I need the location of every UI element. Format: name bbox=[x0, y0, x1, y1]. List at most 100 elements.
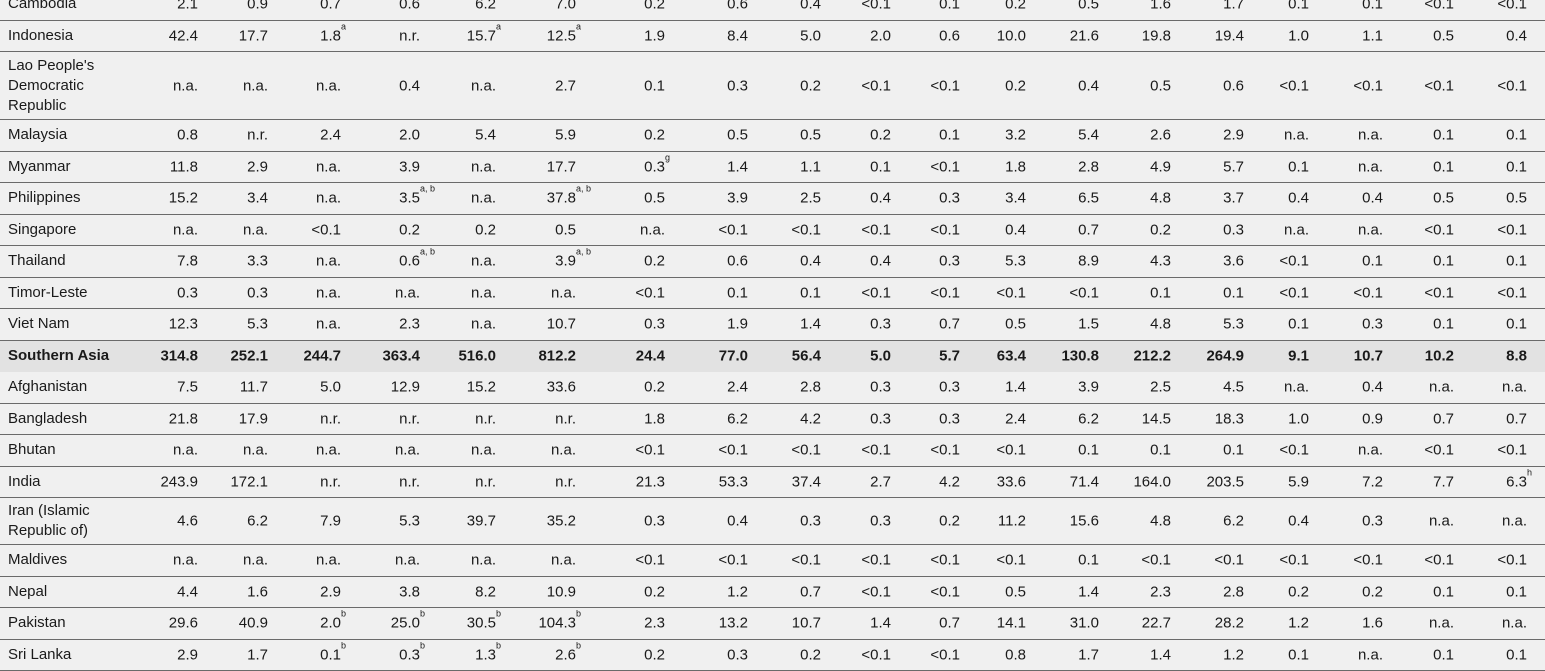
table-cell: 5.3 bbox=[1223, 315, 1244, 333]
table-cell: 2.4 bbox=[320, 126, 341, 144]
table-cell: 0.3 bbox=[939, 378, 960, 396]
table-cell: 0.1 bbox=[644, 77, 665, 94]
table-cell: 6.2 bbox=[247, 512, 268, 530]
table-cell: 2.3 bbox=[399, 315, 420, 333]
table-cell: 4.8 bbox=[1150, 315, 1171, 333]
table-cell: 3.9 bbox=[1078, 378, 1099, 396]
table-cell: 5.4 bbox=[475, 126, 496, 144]
cell-value: 37.8 bbox=[546, 189, 576, 207]
table-cell: 0.2 bbox=[644, 0, 665, 13]
table-cell: 0.1 bbox=[1362, 0, 1383, 13]
table-cell: 14.5 bbox=[1141, 410, 1171, 428]
footnote-marker: b bbox=[576, 640, 582, 651]
table-cell: 0.1 bbox=[1433, 315, 1454, 333]
footnote-marker: b bbox=[496, 608, 502, 619]
table-cell: 2.8 bbox=[800, 378, 821, 396]
table-cell: 8.9 bbox=[1078, 252, 1099, 270]
table-cell: 0.5 bbox=[1433, 27, 1454, 45]
table-cell: 1.0 bbox=[1288, 27, 1309, 45]
table-cell: 0.2 bbox=[800, 77, 821, 94]
table-cell: 0.7 bbox=[1506, 410, 1527, 428]
table-cell: 0.1 bbox=[1506, 646, 1527, 664]
cell-value: 0.1 bbox=[320, 646, 341, 664]
table-row: Thailand 7.8 3.3 n.a. 0.6 a, b n.a. 3.9 a, b 0.2 0… bbox=[0, 246, 1545, 278]
footnote-marker: b bbox=[341, 640, 347, 651]
table-cell: n.a. bbox=[639, 221, 665, 239]
footnote-marker: g bbox=[665, 152, 671, 163]
table-cell: 14.1 bbox=[996, 614, 1026, 632]
table-cell: 212.2 bbox=[1133, 347, 1171, 365]
table-cell: 18.3 bbox=[1214, 410, 1244, 428]
table-cell: 0.4 bbox=[1362, 378, 1383, 396]
table-cell: n.a. bbox=[1357, 158, 1383, 176]
table-cell: 0.1 bbox=[1433, 583, 1454, 601]
table-cell: 0.4 bbox=[1288, 189, 1309, 207]
table-row: Myanmar 11.8 2.9 n.a. 3.9 n.a. 17.7 0.3 g 1.4 1.1 0… bbox=[0, 152, 1545, 183]
table-cell: 0.9 bbox=[247, 0, 268, 13]
table-cell: 10.0 bbox=[996, 27, 1026, 45]
table-cell: n.r. bbox=[320, 473, 341, 491]
table-cell: 0.4 bbox=[800, 0, 821, 13]
table-cell: 0.1 bbox=[1288, 0, 1309, 13]
table-cell: 0.2 bbox=[399, 221, 420, 239]
table-cell: 0.3 bbox=[644, 315, 665, 333]
table-cell: n.a. bbox=[242, 77, 268, 94]
table-cell: 1.6 bbox=[1362, 614, 1383, 632]
table-cell: <0.1 bbox=[1424, 284, 1454, 302]
table-cell: 6.2 bbox=[1078, 410, 1099, 428]
table-row: Maldives n.a. n.a. n.a. n.a. n.a. n.a. <0.1 <0.1… bbox=[0, 545, 1545, 577]
table-cell: 0.3 bbox=[644, 512, 665, 530]
table-cell: 77.0 bbox=[718, 347, 748, 365]
country-name: Iran (Islamic Republic of) bbox=[8, 502, 90, 539]
table-cell: 17.7 bbox=[546, 158, 576, 176]
table-cell: n.a. bbox=[550, 284, 576, 302]
table-cell: 0.1 bbox=[1288, 158, 1309, 176]
table-row: Timor-Leste 0.3 0.3 n.a. n.a. n.a. n.a. <0.1 0.1… bbox=[0, 278, 1545, 309]
table-cell: n.r. bbox=[247, 126, 268, 144]
table-cell: <0.1 bbox=[861, 441, 891, 459]
table-cell: 0.1 bbox=[1150, 284, 1171, 302]
table-cell: 1.0 bbox=[1288, 410, 1309, 428]
table-cell: 2.1 bbox=[177, 0, 198, 13]
table-cell: 17.9 bbox=[238, 410, 268, 428]
table-cell: 5.3 bbox=[1005, 252, 1026, 270]
table-cell: 0.3 bbox=[727, 77, 748, 94]
table-cell: n.a. bbox=[1283, 221, 1309, 239]
table-cell: 42.4 bbox=[168, 27, 198, 45]
table-cell: 0.3 bbox=[870, 410, 891, 428]
table-cell: 0.4 bbox=[1078, 77, 1099, 94]
table-cell: 0.4 bbox=[399, 77, 420, 94]
table-cell: 2.6 b bbox=[555, 641, 581, 664]
table-cell: 4.8 bbox=[1150, 512, 1171, 530]
table-cell: 0.1 bbox=[939, 126, 960, 144]
table-cell: n.a. bbox=[315, 158, 341, 176]
table-cell: n.a. bbox=[470, 441, 496, 459]
table-cell: 21.6 bbox=[1069, 27, 1099, 45]
table-cell: 1.5 bbox=[1078, 315, 1099, 333]
table-cell: 0.1 bbox=[1362, 252, 1383, 270]
table-cell: <0.1 bbox=[1214, 551, 1244, 569]
table-cell: 5.9 bbox=[555, 126, 576, 144]
table-cell: 0.1 bbox=[1288, 646, 1309, 664]
table-cell: 1.2 bbox=[1223, 646, 1244, 664]
table-cell: 1.8 bbox=[1005, 158, 1026, 176]
table-cell: 812.2 bbox=[538, 347, 576, 365]
table-cell: 0.5 bbox=[1506, 189, 1527, 207]
table-cell: 2.3 bbox=[644, 614, 665, 632]
table-row: Sri Lanka 2.9 1.7 0.1 b 0.3 b 1.3 b 2.6 b 0.2 0.3 0.2… bbox=[0, 640, 1545, 671]
table-cell: 12.5 a bbox=[547, 22, 581, 45]
table-cell: 0.5 bbox=[1005, 583, 1026, 601]
table-cell: n.a. bbox=[470, 315, 496, 333]
table-cell: n.a. bbox=[242, 221, 268, 239]
table-cell: 0.3 bbox=[939, 252, 960, 270]
table-cell: <0.1 bbox=[930, 646, 960, 664]
country-name: Pakistan bbox=[8, 614, 66, 632]
table-cell: 0.3 bbox=[870, 512, 891, 530]
table-cell: 3.2 bbox=[1005, 126, 1026, 144]
table-row: Malaysia 0.8 n.r. 2.4 2.0 5.4 5.9 0.2 0.5 0.5 0.2 0… bbox=[0, 120, 1545, 152]
table-cell: <0.1 bbox=[1424, 0, 1454, 13]
table-cell: 5.3 bbox=[247, 315, 268, 333]
table-cell: 17.7 bbox=[238, 27, 268, 45]
table-cell: n.a. bbox=[1428, 378, 1454, 396]
country-name: Viet Nam bbox=[8, 315, 70, 333]
